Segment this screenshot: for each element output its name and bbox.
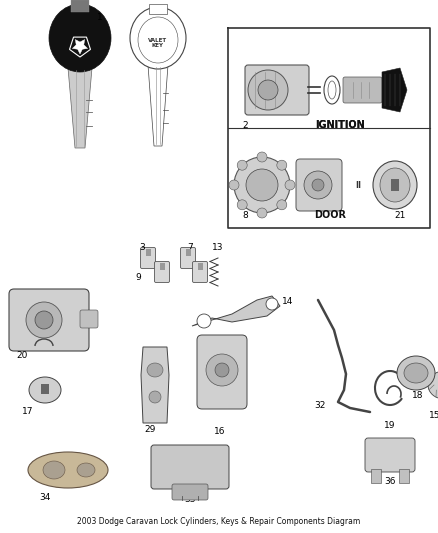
Circle shape (304, 171, 332, 199)
Text: 14: 14 (283, 297, 294, 306)
Circle shape (149, 391, 161, 403)
Text: 17: 17 (22, 408, 34, 416)
Ellipse shape (373, 161, 417, 209)
Bar (391, 179, 399, 191)
FancyBboxPatch shape (151, 445, 229, 489)
Ellipse shape (380, 168, 410, 202)
Text: 7: 7 (187, 244, 193, 253)
Circle shape (266, 298, 278, 310)
FancyBboxPatch shape (9, 289, 89, 351)
FancyBboxPatch shape (245, 65, 309, 115)
Text: 13: 13 (212, 244, 224, 253)
Text: 36: 36 (384, 478, 396, 487)
Ellipse shape (77, 463, 95, 477)
Ellipse shape (43, 461, 65, 479)
Bar (145, 249, 151, 256)
Circle shape (277, 200, 287, 210)
Circle shape (257, 152, 267, 162)
Ellipse shape (130, 7, 186, 69)
Circle shape (258, 80, 278, 100)
Circle shape (26, 302, 62, 338)
Text: 2003 Dodge Caravan Lock Cylinders, Keys & Repair Components Diagram: 2003 Dodge Caravan Lock Cylinders, Keys … (78, 518, 360, 527)
Bar (198, 263, 202, 270)
Text: II: II (355, 181, 361, 190)
Text: 32: 32 (314, 400, 326, 409)
Text: 3: 3 (139, 244, 145, 253)
Circle shape (312, 179, 324, 191)
Circle shape (248, 70, 288, 110)
Circle shape (35, 311, 53, 329)
Circle shape (206, 354, 238, 386)
Text: 20: 20 (16, 351, 28, 359)
Polygon shape (72, 39, 88, 54)
Ellipse shape (49, 4, 111, 72)
FancyBboxPatch shape (192, 262, 208, 282)
Text: 21: 21 (394, 211, 406, 220)
Ellipse shape (328, 81, 336, 99)
Text: 18: 18 (412, 391, 424, 400)
Bar (149, 4, 167, 14)
Text: IGNITION: IGNITION (315, 120, 365, 130)
Text: 15: 15 (429, 410, 438, 419)
Polygon shape (68, 68, 92, 148)
FancyBboxPatch shape (365, 438, 415, 472)
Text: DOOR: DOOR (314, 210, 346, 220)
Circle shape (257, 208, 267, 218)
FancyBboxPatch shape (180, 247, 195, 269)
Bar (186, 249, 191, 256)
Text: 33: 33 (184, 496, 196, 505)
FancyBboxPatch shape (197, 335, 247, 409)
Bar (371, 469, 381, 483)
FancyBboxPatch shape (172, 484, 208, 500)
Circle shape (197, 314, 211, 328)
Text: VALET
KEY: VALET KEY (148, 38, 168, 49)
Text: 19: 19 (384, 422, 396, 431)
Ellipse shape (428, 371, 438, 399)
Ellipse shape (28, 452, 108, 488)
Ellipse shape (138, 17, 178, 63)
Circle shape (277, 160, 287, 170)
Circle shape (237, 200, 247, 210)
Text: 9: 9 (135, 273, 141, 282)
Text: 16: 16 (214, 427, 226, 437)
Polygon shape (141, 347, 169, 423)
Text: 34: 34 (39, 492, 51, 502)
Text: IGNITION: IGNITION (315, 120, 365, 130)
Bar (41, 384, 49, 394)
Circle shape (246, 169, 278, 201)
Circle shape (234, 157, 290, 213)
FancyBboxPatch shape (141, 247, 155, 269)
Circle shape (229, 180, 239, 190)
FancyBboxPatch shape (155, 262, 170, 282)
Polygon shape (148, 65, 168, 146)
Ellipse shape (29, 377, 61, 403)
Polygon shape (382, 68, 407, 112)
Circle shape (237, 160, 247, 170)
Circle shape (285, 180, 295, 190)
Ellipse shape (404, 363, 428, 383)
Text: 29: 29 (144, 425, 155, 434)
Bar (159, 263, 165, 270)
Ellipse shape (324, 76, 340, 104)
Text: 1: 1 (97, 13, 103, 22)
Bar (399, 469, 409, 483)
FancyBboxPatch shape (296, 159, 342, 211)
Ellipse shape (147, 363, 163, 377)
Ellipse shape (397, 356, 435, 390)
FancyBboxPatch shape (80, 310, 98, 328)
Polygon shape (192, 296, 280, 326)
Bar (71, 0, 89, 12)
Circle shape (215, 363, 229, 377)
FancyBboxPatch shape (343, 77, 382, 103)
Text: 8: 8 (242, 211, 248, 220)
Text: 2: 2 (242, 120, 248, 130)
